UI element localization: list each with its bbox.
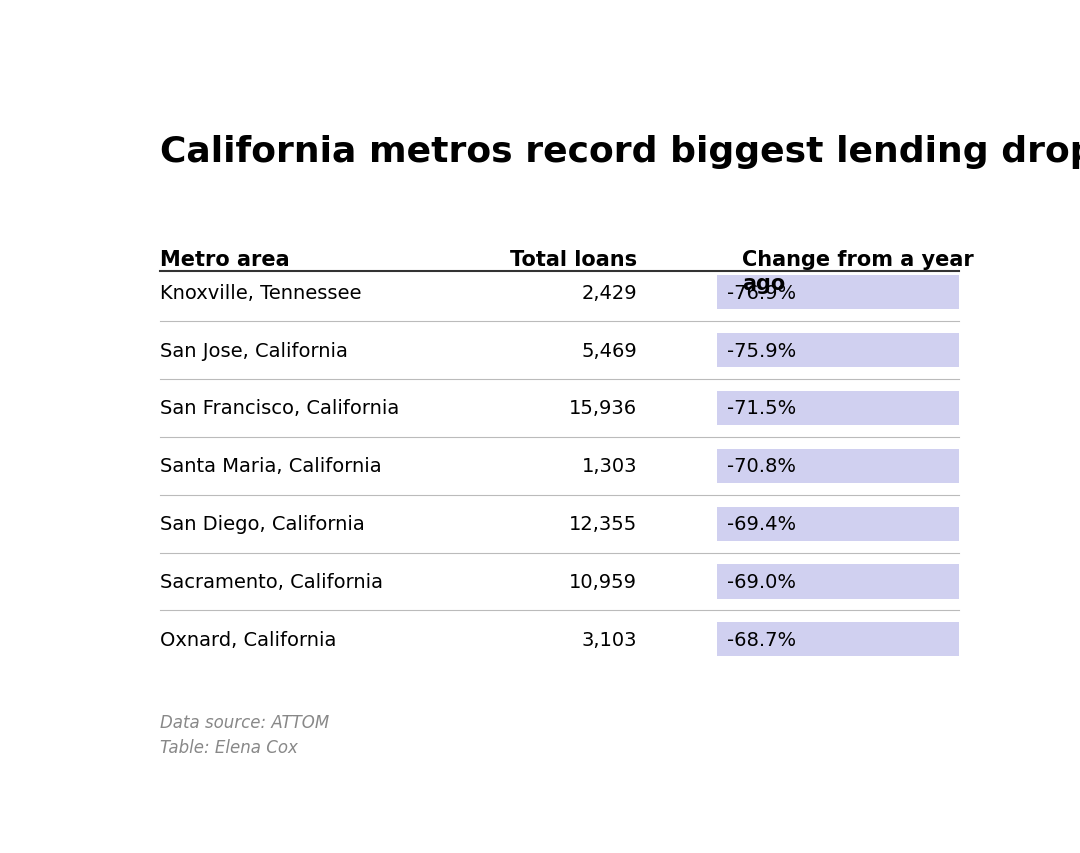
FancyBboxPatch shape — [717, 392, 959, 426]
Text: San Diego, California: San Diego, California — [160, 514, 365, 533]
Text: San Jose, California: San Jose, California — [160, 341, 348, 360]
FancyBboxPatch shape — [717, 450, 959, 484]
Text: Metro area: Metro area — [160, 250, 289, 270]
Text: -68.7%: -68.7% — [727, 630, 796, 649]
Text: San Francisco, California: San Francisco, California — [160, 399, 400, 418]
Text: -69.4%: -69.4% — [727, 514, 796, 533]
FancyBboxPatch shape — [717, 565, 959, 599]
Text: Knoxville, Tennessee: Knoxville, Tennessee — [160, 283, 362, 302]
Text: Table: Elena Cox: Table: Elena Cox — [160, 738, 298, 756]
Text: Change from a year
ago: Change from a year ago — [742, 250, 973, 293]
FancyBboxPatch shape — [717, 276, 959, 310]
Text: California metros record biggest lending drops: California metros record biggest lending… — [160, 135, 1080, 169]
Text: 10,959: 10,959 — [569, 572, 637, 591]
Text: Santa Maria, California: Santa Maria, California — [160, 456, 381, 476]
FancyBboxPatch shape — [717, 334, 959, 368]
Text: Sacramento, California: Sacramento, California — [160, 572, 383, 591]
Text: -76.9%: -76.9% — [727, 283, 796, 302]
Text: -69.0%: -69.0% — [727, 572, 796, 591]
Text: 5,469: 5,469 — [581, 341, 637, 360]
Text: 3,103: 3,103 — [582, 630, 637, 649]
Text: Data source: ATTOM: Data source: ATTOM — [160, 713, 329, 731]
Text: 15,936: 15,936 — [569, 399, 637, 418]
Text: -75.9%: -75.9% — [727, 341, 796, 360]
Text: 1,303: 1,303 — [582, 456, 637, 476]
FancyBboxPatch shape — [717, 507, 959, 541]
Text: -71.5%: -71.5% — [727, 399, 796, 418]
Text: Oxnard, California: Oxnard, California — [160, 630, 337, 649]
Text: 2,429: 2,429 — [581, 283, 637, 302]
Text: -70.8%: -70.8% — [727, 456, 796, 476]
FancyBboxPatch shape — [717, 623, 959, 657]
Text: Total loans: Total loans — [510, 250, 637, 270]
Text: 12,355: 12,355 — [569, 514, 637, 533]
